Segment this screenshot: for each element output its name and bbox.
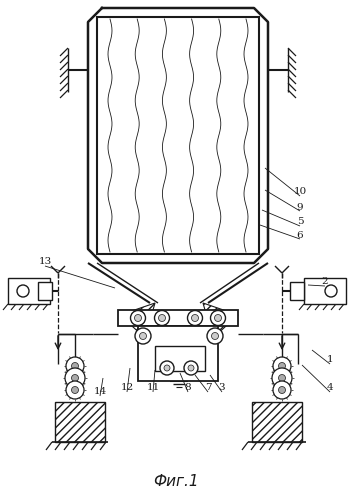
Text: 4: 4 bbox=[327, 384, 333, 393]
Circle shape bbox=[72, 362, 78, 369]
Bar bbox=[38, 282, 52, 300]
Circle shape bbox=[139, 332, 146, 339]
Circle shape bbox=[72, 387, 78, 394]
Circle shape bbox=[191, 314, 198, 321]
Bar bbox=[290, 282, 304, 300]
Circle shape bbox=[279, 387, 286, 394]
Text: 9: 9 bbox=[297, 203, 303, 212]
Text: 3: 3 bbox=[219, 384, 225, 393]
Bar bbox=[118, 310, 238, 326]
Text: 12: 12 bbox=[120, 384, 134, 393]
Text: 2: 2 bbox=[322, 277, 328, 286]
Text: 13: 13 bbox=[38, 257, 52, 266]
Bar bbox=[97, 17, 259, 254]
Polygon shape bbox=[203, 303, 238, 338]
Text: 1: 1 bbox=[327, 355, 333, 364]
Circle shape bbox=[273, 381, 291, 399]
Circle shape bbox=[184, 361, 198, 375]
Text: 7: 7 bbox=[205, 384, 211, 393]
Circle shape bbox=[17, 285, 29, 297]
Circle shape bbox=[187, 310, 203, 325]
Circle shape bbox=[279, 375, 286, 382]
Circle shape bbox=[158, 314, 166, 321]
Circle shape bbox=[207, 328, 223, 344]
Circle shape bbox=[66, 357, 84, 375]
Circle shape bbox=[210, 310, 226, 325]
Text: 10: 10 bbox=[293, 188, 307, 197]
Circle shape bbox=[273, 357, 291, 375]
Text: Фиг.1: Фиг.1 bbox=[153, 475, 199, 490]
Circle shape bbox=[155, 310, 169, 325]
Bar bbox=[304, 278, 346, 304]
Text: 6: 6 bbox=[297, 231, 303, 240]
Circle shape bbox=[272, 368, 292, 388]
Text: 11: 11 bbox=[146, 384, 160, 393]
Circle shape bbox=[134, 314, 142, 321]
Bar bbox=[8, 278, 50, 304]
Text: 8: 8 bbox=[185, 384, 191, 393]
Circle shape bbox=[131, 310, 145, 325]
Circle shape bbox=[66, 381, 84, 399]
Text: 5: 5 bbox=[297, 218, 303, 227]
Circle shape bbox=[211, 332, 219, 339]
Text: 14: 14 bbox=[94, 388, 107, 397]
Circle shape bbox=[160, 361, 174, 375]
Circle shape bbox=[215, 314, 221, 321]
Circle shape bbox=[72, 375, 78, 382]
Bar bbox=[155, 346, 205, 371]
Polygon shape bbox=[120, 303, 155, 338]
Circle shape bbox=[135, 328, 151, 344]
Circle shape bbox=[164, 365, 170, 371]
Circle shape bbox=[65, 368, 85, 388]
Circle shape bbox=[279, 362, 286, 369]
Bar bbox=[55, 402, 105, 442]
Bar bbox=[138, 326, 218, 381]
Circle shape bbox=[325, 285, 337, 297]
Bar bbox=[252, 402, 302, 442]
Circle shape bbox=[188, 365, 194, 371]
